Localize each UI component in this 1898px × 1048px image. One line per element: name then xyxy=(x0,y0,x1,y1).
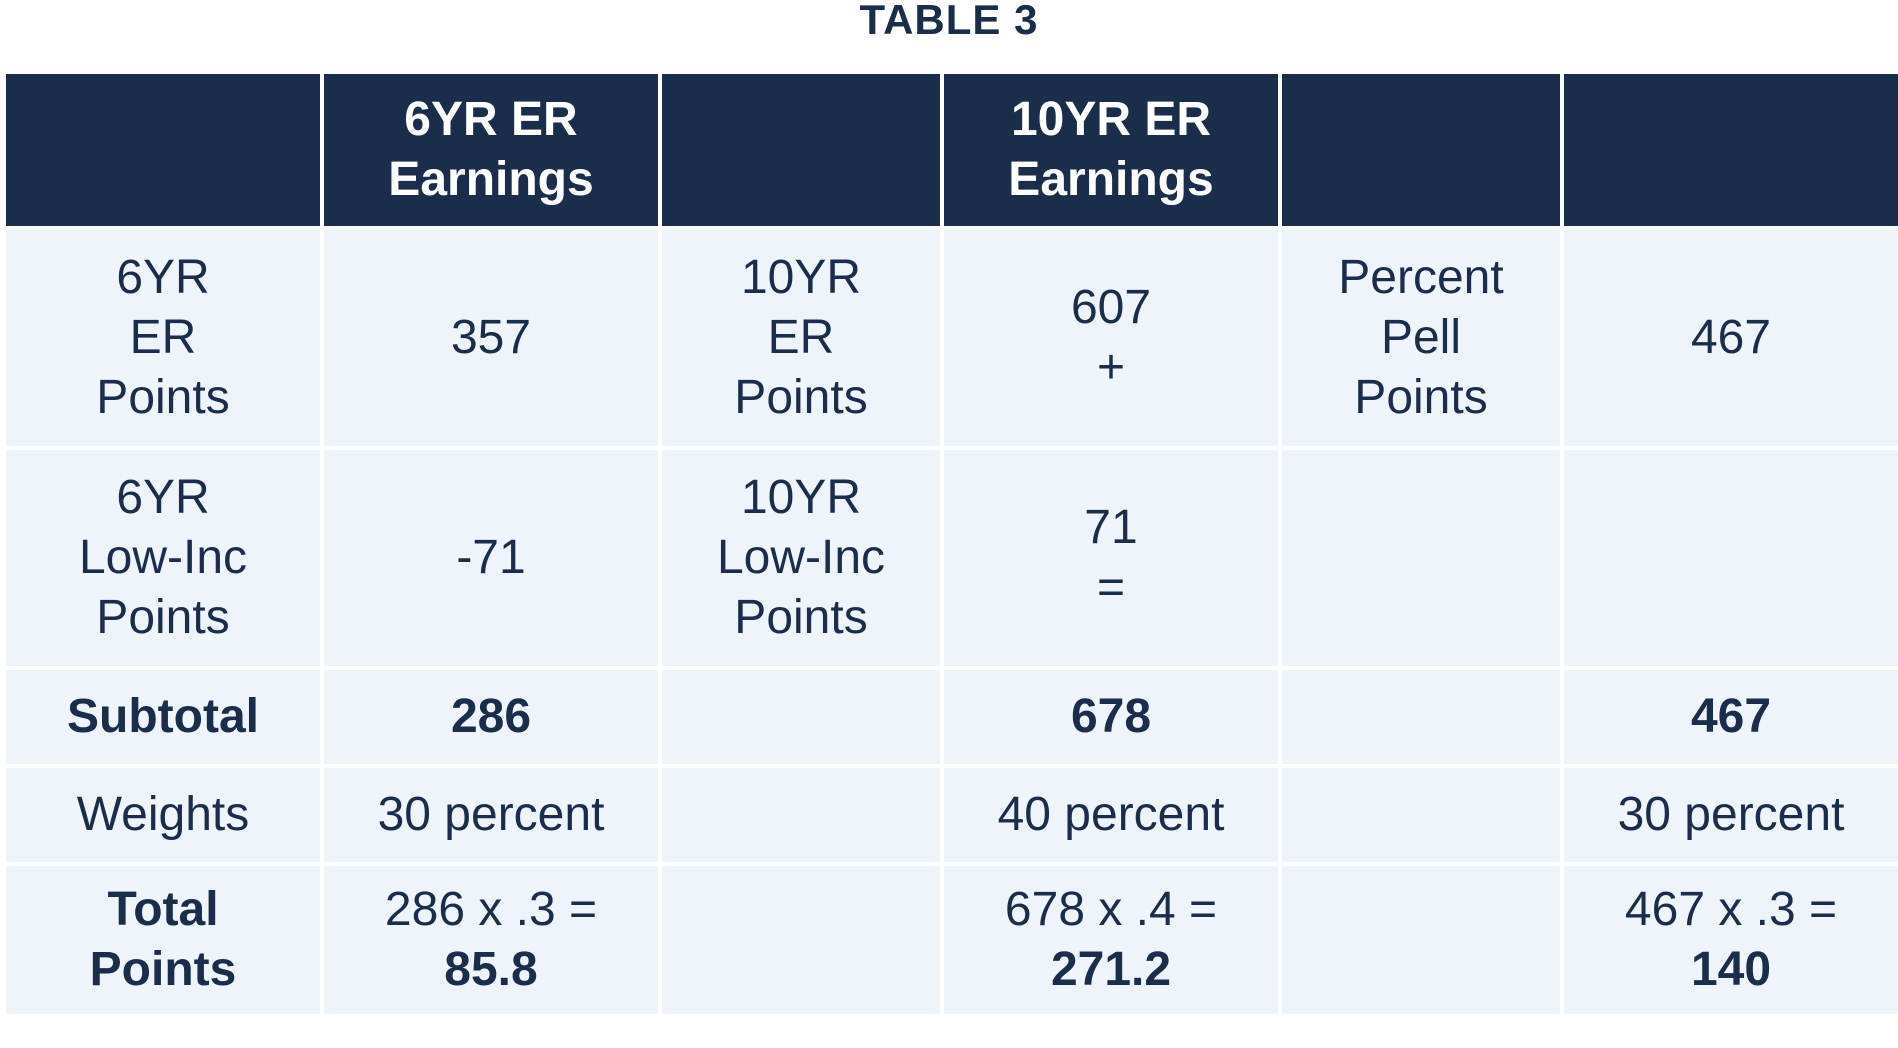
label-line: Points xyxy=(96,371,230,424)
result: 271.2 xyxy=(1050,943,1172,996)
label-percent-pell-points: Percent Pell Points xyxy=(1278,226,1564,450)
header-6yr-line1: 6YR ER xyxy=(404,93,578,146)
header-10yr-line2: Earnings xyxy=(1008,153,1214,206)
label-line: 10YR xyxy=(740,251,862,304)
label-line: Points xyxy=(89,943,237,996)
total-pell: 467 x .3 = 140 xyxy=(1560,862,1898,1018)
subtotal-pell: 467 xyxy=(1560,666,1898,768)
label-line: Pell xyxy=(1380,311,1462,364)
value-percent-pell-points: 467 xyxy=(1560,226,1898,450)
weight-pell: 30 percent xyxy=(1560,764,1898,866)
empty-cell xyxy=(1278,446,1564,670)
empty-cell xyxy=(658,764,944,866)
label-line: Points xyxy=(734,371,868,424)
subtotal-10yr: 678 xyxy=(940,666,1282,768)
result: 140 xyxy=(1690,943,1772,996)
header-6yr-er-earnings: 6YR ER Earnings xyxy=(320,70,662,230)
weight-10yr: 40 percent xyxy=(940,764,1282,866)
label-line: Points xyxy=(734,591,868,644)
label-line: Low-Inc xyxy=(78,531,248,584)
label-line: 6YR xyxy=(116,251,210,304)
header-10yr-er-earnings: 10YR ER Earnings xyxy=(940,70,1282,230)
empty-cell xyxy=(658,666,944,768)
table-row-total-points: Total Points 286 x .3 = 85.8 678 x .4 = … xyxy=(2,862,1898,1018)
header-cell-empty-2 xyxy=(658,70,944,230)
label-line: Total xyxy=(107,883,219,936)
label-line: ER xyxy=(767,311,835,364)
label-6yr-low-inc-points: 6YR Low-Inc Points xyxy=(2,446,324,670)
label-line: ER xyxy=(129,311,197,364)
header-6yr-line2: Earnings xyxy=(388,153,594,206)
operator-equals: = xyxy=(1096,561,1126,614)
label-subtotal: Subtotal xyxy=(2,666,324,768)
value-10yr-low-inc-points: 71 = xyxy=(940,446,1282,670)
label-10yr-er-points: 10YR ER Points xyxy=(658,226,944,450)
result: 85.8 xyxy=(444,943,538,996)
table-row-subtotal: Subtotal 286 678 467 xyxy=(2,666,1898,768)
formula: 467 x .3 = xyxy=(1624,883,1838,936)
label-10yr-low-inc-points: 10YR Low-Inc Points xyxy=(658,446,944,670)
empty-cell xyxy=(658,862,944,1018)
header-cell-empty-1 xyxy=(2,70,324,230)
subtotal-6yr: 286 xyxy=(320,666,662,768)
table-row-weights: Weights 30 percent 40 percent 30 percent xyxy=(2,764,1898,866)
value-6yr-low-inc-points: -71 xyxy=(320,446,662,670)
value-6yr-er-points: 357 xyxy=(320,226,662,450)
formula: 678 x .4 = xyxy=(1004,883,1218,936)
label-line: 6YR xyxy=(116,471,210,524)
points-table-container: 6YR ER Earnings 10YR ER Earnings 6YR ER … xyxy=(2,70,1898,1018)
table-title: TABLE 3 xyxy=(859,0,1039,40)
header-cell-empty-3 xyxy=(1278,70,1564,230)
empty-cell xyxy=(1278,764,1564,866)
total-10yr: 678 x .4 = 271.2 xyxy=(940,862,1282,1018)
label-line: Low-Inc xyxy=(716,531,886,584)
points-table: 6YR ER Earnings 10YR ER Earnings 6YR ER … xyxy=(2,70,1898,1018)
empty-cell xyxy=(1278,862,1564,1018)
label-line: Percent xyxy=(1338,251,1504,304)
value-line: 607 xyxy=(1070,281,1152,334)
label-weights: Weights xyxy=(2,764,324,866)
label-6yr-er-points: 6YR ER Points xyxy=(2,226,324,450)
label-line: Points xyxy=(1354,371,1488,424)
value-line: 71 xyxy=(1084,501,1138,554)
header-10yr-line1: 10YR ER xyxy=(1010,93,1212,146)
label-total-points: Total Points xyxy=(2,862,324,1018)
label-line: 10YR xyxy=(740,471,862,524)
formula: 286 x .3 = xyxy=(384,883,598,936)
empty-cell xyxy=(1278,666,1564,768)
table-row-er-points: 6YR ER Points 357 10YR ER Points 607 + P… xyxy=(2,226,1898,450)
label-line: Points xyxy=(96,591,230,644)
table-row-low-inc: 6YR Low-Inc Points -71 10YR Low-Inc Poin… xyxy=(2,446,1898,670)
operator-plus: + xyxy=(1096,341,1126,394)
total-6yr: 286 x .3 = 85.8 xyxy=(320,862,662,1018)
header-cell-empty-4 xyxy=(1560,70,1898,230)
value-10yr-er-points: 607 + xyxy=(940,226,1282,450)
empty-cell xyxy=(1560,446,1898,670)
weight-6yr: 30 percent xyxy=(320,764,662,866)
header-row: 6YR ER Earnings 10YR ER Earnings xyxy=(2,70,1898,230)
